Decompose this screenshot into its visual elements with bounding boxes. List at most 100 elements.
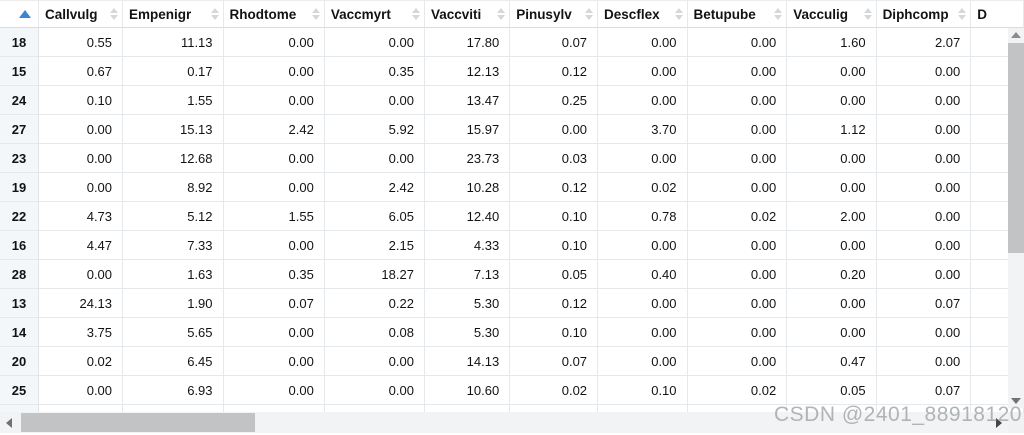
- row-name: 25: [0, 376, 39, 405]
- table-row: 28 0.00 1.63 0.35 18.27 7.13 0.05 0.40 0.00 0.20 0…: [0, 260, 1024, 289]
- cell: 0.00: [876, 202, 972, 231]
- cell: 0.10: [510, 202, 599, 231]
- cell: 0.00: [687, 28, 788, 57]
- cell: 5.65: [123, 318, 224, 347]
- cell: 3.70: [598, 115, 688, 144]
- cell: 11.13: [123, 28, 224, 57]
- column-header-diphcomp[interactable]: Diphcomp: [876, 0, 972, 28]
- horizontal-scrollbar-thumb[interactable]: [21, 413, 255, 432]
- column-header-label: Vaccmyrt: [330, 6, 391, 22]
- cell: 18.27: [324, 260, 425, 289]
- cell: 0.35: [324, 57, 425, 86]
- scroll-down-arrow-icon[interactable]: [1008, 394, 1024, 408]
- column-header-descflex[interactable]: Descflex: [598, 0, 688, 28]
- cell: 0.78: [598, 202, 688, 231]
- column-header-label: Vacculig: [793, 6, 848, 22]
- cell: 7.33: [123, 231, 224, 260]
- column-header-label: D: [977, 6, 987, 22]
- table-header: Callvulg Empenigr Rhodtome Vaccmyrt Vaccviti…: [0, 0, 1024, 28]
- cell: 0.00: [598, 57, 688, 86]
- cell: 0.00: [787, 231, 877, 260]
- table-row: 27 0.00 15.13 2.42 5.92 15.97 0.00 3.70 0.00 1.12…: [0, 115, 1024, 144]
- column-header-betupube[interactable]: Betupube: [687, 0, 788, 28]
- sort-icon: [311, 8, 320, 20]
- cell: 0.00: [687, 260, 788, 289]
- cell: 0.00: [687, 115, 788, 144]
- cell: 0.12: [510, 289, 599, 318]
- cell: 0.00: [324, 347, 425, 376]
- cell: 13.47: [424, 86, 511, 115]
- column-header-d[interactable]: D: [971, 0, 1024, 28]
- vertical-scrollbar-thumb[interactable]: [1008, 43, 1024, 253]
- column-header-vacculig[interactable]: Vacculig: [787, 0, 877, 28]
- cell: 0.10: [598, 376, 688, 405]
- table-row: 14 3.75 5.65 0.00 0.08 5.30 0.10 0.00 0.00 0.00 0.…: [0, 318, 1024, 347]
- column-header-vaccmyrt[interactable]: Vaccmyrt: [324, 0, 425, 28]
- cell: 0.00: [598, 231, 688, 260]
- column-header-rhodtome[interactable]: Rhodtome: [223, 0, 325, 28]
- column-header-label: Diphcomp: [882, 6, 949, 22]
- cell: 0.00: [223, 231, 325, 260]
- cell: 0.07: [510, 28, 599, 57]
- sort-icon: [958, 8, 967, 20]
- cell: 0.00: [876, 57, 972, 86]
- cell: [688, 405, 788, 412]
- column-header-vaccviti[interactable]: Vaccviti: [424, 0, 511, 28]
- cell: 0.00: [787, 289, 877, 318]
- cell: 0.00: [223, 347, 325, 376]
- column-header-label: Vaccviti: [430, 6, 482, 22]
- cell: 0.00: [598, 289, 688, 318]
- cell: 0.00: [687, 318, 788, 347]
- row-name: 20: [0, 347, 39, 376]
- cell: [510, 405, 599, 412]
- cell: 12.13: [424, 57, 511, 86]
- cell: 2.07: [876, 28, 972, 57]
- cell: 0.03: [510, 144, 599, 173]
- sort-icon: [210, 8, 219, 20]
- vertical-scrollbar[interactable]: [1008, 28, 1024, 408]
- cell: 0.00: [223, 57, 325, 86]
- cell: 0.35: [223, 260, 325, 289]
- row-name: 27: [0, 115, 39, 144]
- column-header-callvulg[interactable]: Callvulg: [39, 0, 124, 28]
- sort-icon: [863, 8, 872, 20]
- cell: 0.10: [510, 231, 599, 260]
- column-header-pinusylv[interactable]: Pinusylv: [510, 0, 599, 28]
- cell: 5.12: [123, 202, 224, 231]
- cell: [877, 405, 972, 412]
- cell: 0.02: [39, 347, 124, 376]
- cell: 0.00: [39, 144, 124, 173]
- scroll-up-arrow-icon[interactable]: [1008, 28, 1024, 42]
- table-row: 19 0.00 8.92 0.00 2.42 10.28 0.12 0.02 0.00 0.00 0…: [0, 173, 1024, 202]
- cell: 0.00: [787, 318, 877, 347]
- cell: 0.00: [687, 231, 788, 260]
- cell: 8.92: [123, 173, 224, 202]
- cell: 0.00: [687, 173, 788, 202]
- cell: 7.13: [424, 260, 511, 289]
- table-row: 24 0.10 1.55 0.00 0.00 13.47 0.25 0.00 0.00 0.00 0…: [0, 86, 1024, 115]
- cell: 0.00: [876, 173, 972, 202]
- scroll-left-arrow-icon[interactable]: [0, 412, 18, 433]
- cell: 1.90: [123, 289, 224, 318]
- cell: 0.08: [324, 318, 425, 347]
- cell: 6.45: [123, 347, 224, 376]
- scroll-right-arrow-icon[interactable]: [990, 412, 1008, 433]
- column-header-label: Callvulg: [45, 6, 98, 22]
- cell: 1.63: [123, 260, 224, 289]
- table-body: 18 0.55 11.13 0.00 0.00 17.80 0.07 0.00 0.00 1.60…: [0, 28, 1024, 412]
- row-name: [0, 405, 39, 412]
- table-row: 25 0.00 6.93 0.00 0.00 10.60 0.02 0.10 0.02 0.05 0…: [0, 376, 1024, 405]
- row-index-header[interactable]: [0, 0, 39, 28]
- cell: 0.07: [510, 347, 599, 376]
- cell: 0.05: [787, 376, 877, 405]
- row-name: 15: [0, 57, 39, 86]
- row-name: 16: [0, 231, 39, 260]
- cell: 0.02: [598, 173, 688, 202]
- column-header-empenigr[interactable]: Empenigr: [123, 0, 224, 28]
- horizontal-scrollbar[interactable]: [0, 412, 1008, 433]
- column-header-label: Empenigr: [129, 6, 192, 22]
- cell: 1.55: [123, 86, 224, 115]
- cell: 23.73: [424, 144, 511, 173]
- cell: 6.93: [123, 376, 224, 405]
- cell: 0.02: [510, 376, 599, 405]
